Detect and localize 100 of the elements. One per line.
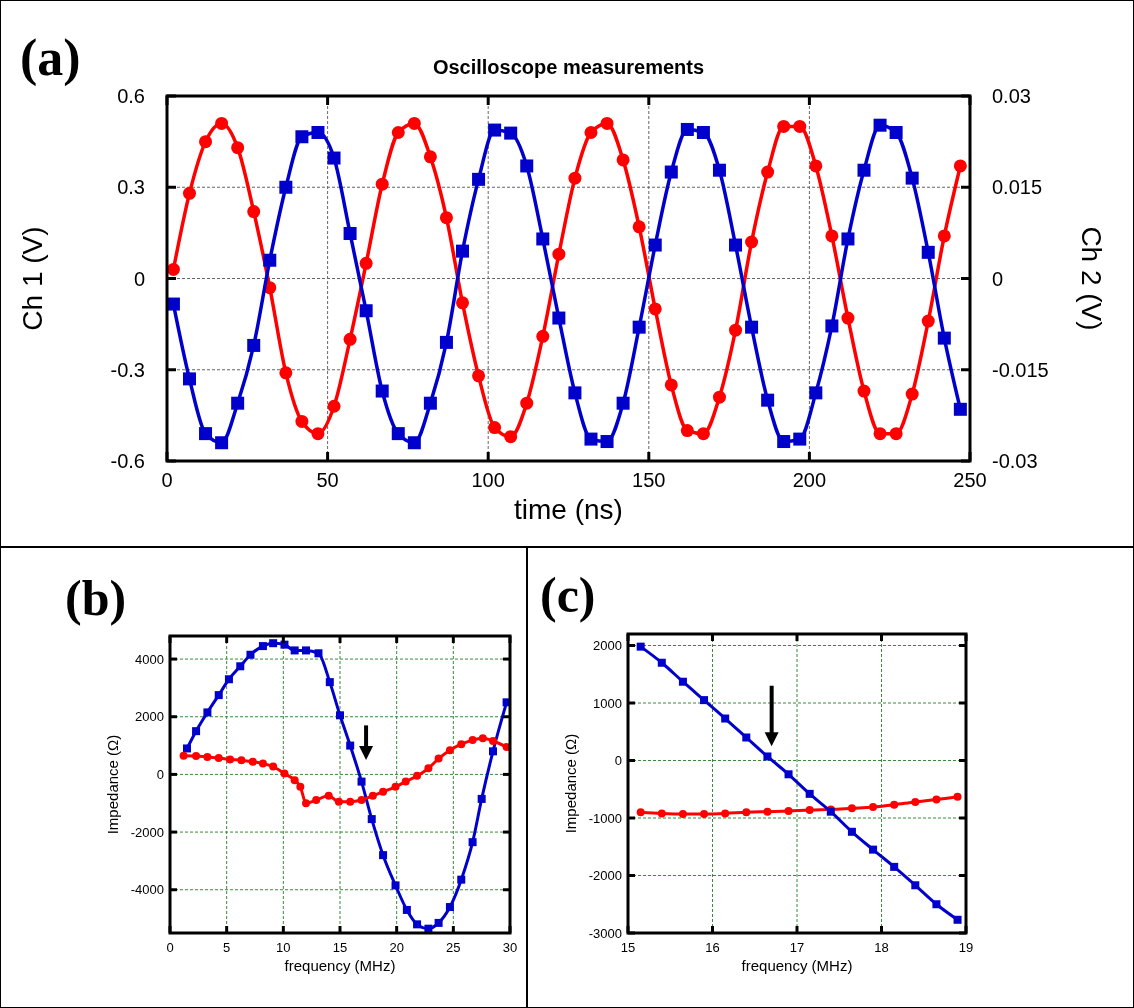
point [226,755,235,764]
point [953,159,967,173]
point [236,662,245,671]
point [166,262,180,276]
point [825,319,839,333]
point [413,920,422,929]
point [729,323,743,337]
point [456,244,469,258]
point [921,245,935,259]
y-axis-title: Impedance (Ω) [562,733,579,834]
y-tick-label: -0.6 [110,450,145,472]
point [488,123,502,137]
x-tick-label: 15 [332,940,348,955]
point [696,126,710,139]
point [343,226,357,240]
y-tick-label: 0 [156,766,164,782]
point [247,205,261,219]
point [678,809,687,818]
point [809,386,823,400]
point [477,794,486,803]
point [423,150,437,164]
y2-tick-label: 0.015 [992,176,1043,199]
point [327,151,341,165]
point [745,320,759,334]
point [841,232,855,246]
y-axis-title: Ch 1 (V) [17,226,48,331]
point [368,791,377,800]
y-tick-label: 0 [614,753,622,769]
point [889,126,903,139]
point [742,733,751,742]
point [729,238,743,252]
point [258,642,267,651]
point [504,126,518,140]
x-tick-label: 16 [705,940,720,955]
point [664,165,678,179]
y-tick-label: 0.3 [117,176,145,199]
point [192,751,201,760]
point [439,211,453,225]
point [296,782,305,791]
y-tick-label: -2000 [130,824,164,840]
point [457,875,466,884]
point [696,427,710,441]
point [536,232,550,246]
point [953,915,962,924]
point [616,396,630,410]
point [520,159,534,173]
x-tick-label: 250 [953,469,987,491]
point [873,427,887,441]
point [407,116,421,130]
point [258,759,267,768]
point [183,744,191,753]
point [359,304,373,318]
point [269,762,278,771]
point [873,118,887,132]
point [302,646,310,655]
x-tick-label: 30 [502,940,518,955]
point [280,640,289,649]
point [192,727,201,736]
point [343,332,357,346]
x-tick-label: 200 [792,469,827,491]
point [712,390,726,404]
point [468,838,477,847]
point [215,436,229,450]
point [357,777,366,786]
point [857,163,871,177]
point [825,229,839,243]
point [434,918,443,927]
point [346,741,355,750]
point [468,736,477,745]
point [648,302,662,316]
point [805,805,814,814]
point [457,740,466,749]
point [953,792,962,801]
y-axis-title: Impedance (Ω) [104,734,121,835]
point [359,256,373,270]
point [391,126,405,139]
point [263,253,277,267]
point [199,135,213,149]
point [182,372,196,386]
point [413,771,422,780]
y-tick-label: 0 [133,267,145,290]
point [937,331,951,345]
x-axis-title: time (ns) [514,494,623,525]
point [231,396,245,410]
point [742,808,751,817]
point [379,787,388,796]
point [334,797,343,806]
point [231,141,245,155]
point [784,770,793,779]
point [279,180,293,194]
y-tick-label: -4000 [130,882,164,898]
point [777,119,791,133]
point [657,658,666,667]
point [336,711,344,720]
point [237,756,246,765]
point [648,238,662,252]
point [763,807,772,816]
point [407,436,421,450]
point [402,905,411,914]
point [375,177,389,191]
